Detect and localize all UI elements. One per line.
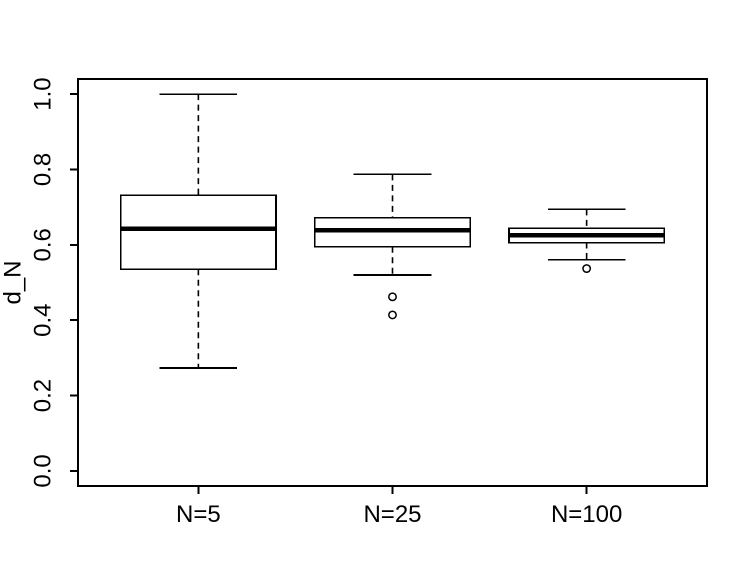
y-tick-label: 0.0 <box>29 454 56 487</box>
y-tick-label: 0.6 <box>29 228 56 261</box>
x-tick-label: N=100 <box>551 501 622 528</box>
y-tick-label: 0.8 <box>29 153 56 186</box>
boxplot-group-N=25: N=25 <box>314 173 471 528</box>
y-tick-label: 0.2 <box>29 379 56 412</box>
boxplot-group-N=5: N=5 <box>119 93 277 528</box>
outlier-point <box>582 264 592 274</box>
x-tick-label: N=25 <box>363 501 421 528</box>
outlier-point <box>388 292 397 302</box>
iqr-box <box>119 194 277 271</box>
y-tick-label: 1.0 <box>29 77 56 110</box>
boxplot-group-N=100: N=100 <box>508 208 666 528</box>
outlier-point <box>388 310 397 320</box>
y-axis-label: d_N <box>0 260 26 304</box>
plot-border <box>77 78 708 487</box>
x-tick-label: N=5 <box>176 501 221 528</box>
y-tick-label: 0.4 <box>29 303 56 336</box>
